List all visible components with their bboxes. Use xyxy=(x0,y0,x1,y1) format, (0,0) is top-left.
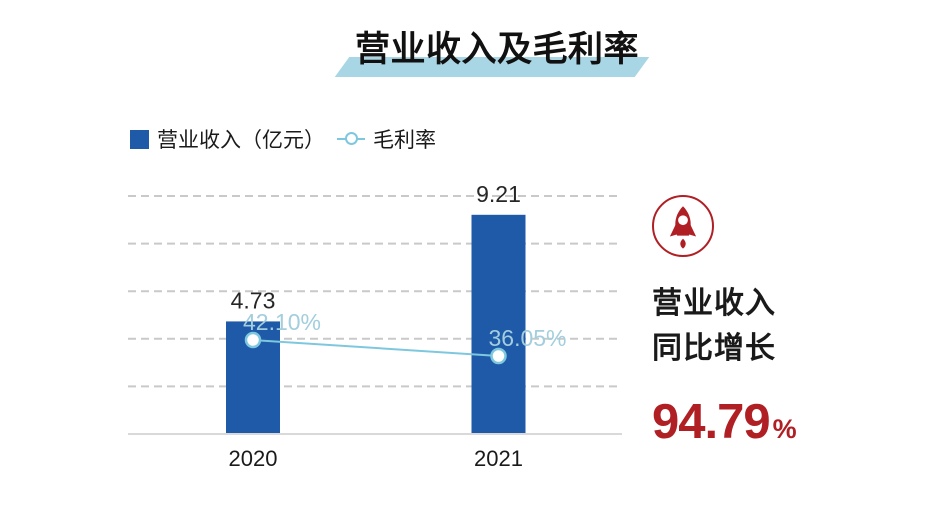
chart-title-block: 营业收入及毛利率 xyxy=(334,30,650,77)
x-axis-label-2020: 2020 xyxy=(229,446,278,471)
margin-legend-marker-icon xyxy=(337,129,365,149)
growth-value: 94.79 % xyxy=(652,396,797,448)
growth-number: 94.79 xyxy=(652,395,771,449)
margin-value-label: 42.10% xyxy=(243,309,321,335)
page-title: 营业收入及毛利率 xyxy=(355,30,640,69)
bar-value-label: 4.73 xyxy=(231,287,276,313)
growth-caption-line2: 同比增长 xyxy=(652,332,776,365)
chart-legend: 营业收入（亿元） 毛利率 xyxy=(130,124,436,154)
bar-value-label: 9.21 xyxy=(476,181,521,207)
margin-legend-label: 毛利率 xyxy=(373,129,436,152)
growth-caption-line1: 营业收入 xyxy=(652,287,776,320)
growth-caption: 营业收入 同比增长 xyxy=(652,281,776,371)
rocket-icon xyxy=(652,195,714,257)
x-axis-label-2021: 2021 xyxy=(474,446,523,471)
margin-value-label: 36.05% xyxy=(488,325,566,351)
revenue-legend-label: 营业收入（亿元） xyxy=(157,129,325,152)
revenue-bar-2021 xyxy=(471,214,526,434)
margin-line xyxy=(252,339,499,358)
revenue-legend-swatch-icon xyxy=(130,129,149,149)
margin-marker-2020 xyxy=(244,331,262,349)
margin-legend-dot xyxy=(345,132,358,145)
margin-marker-2021 xyxy=(490,347,507,365)
growth-percent-sign: % xyxy=(772,414,797,444)
